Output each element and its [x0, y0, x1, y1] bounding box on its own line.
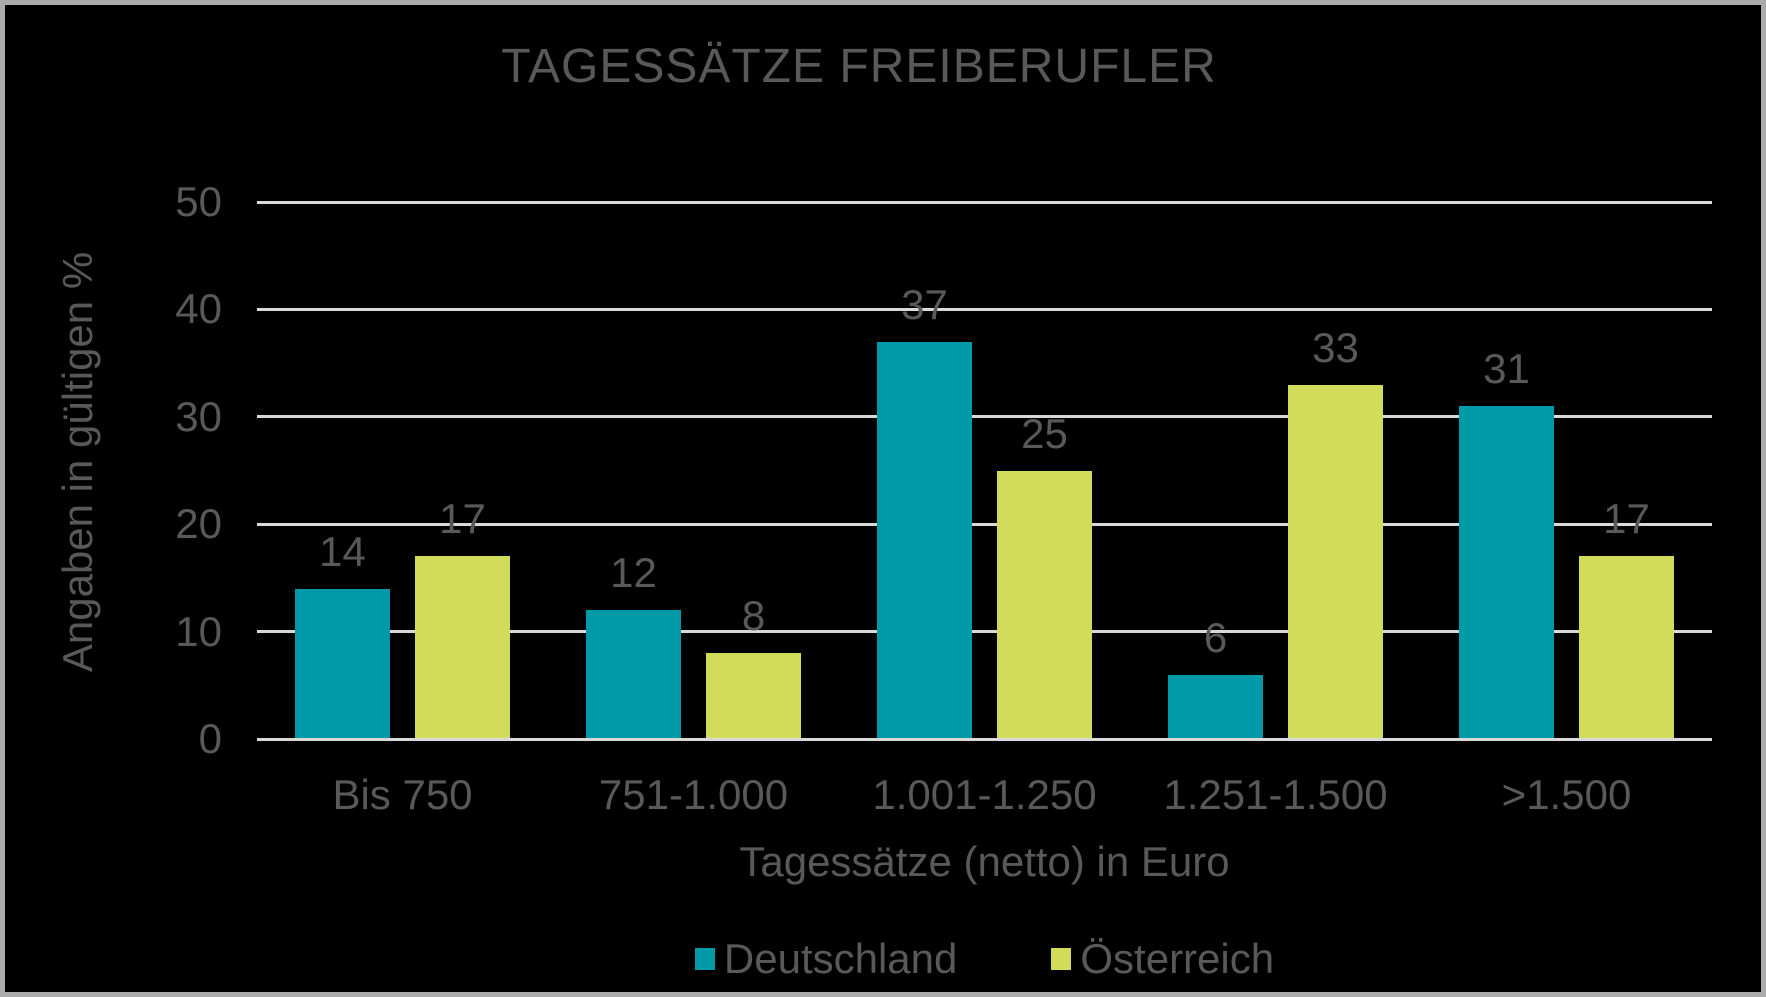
value-label-deutschland-1-251-1-500: 6 [1203, 613, 1228, 661]
y-tick-label-50: 50 [175, 178, 222, 225]
x-category-label-1-001-1-250: 1.001-1.250 [872, 771, 1097, 818]
y-tick-label-10: 10 [175, 607, 222, 655]
bar-deutschland-bis-750 [295, 588, 390, 739]
y-tick-label-0: 0 [198, 715, 222, 762]
value-label-sterreich-bis-750: 17 [439, 495, 486, 543]
value-label-deutschland-1-001-1-250: 37 [901, 280, 948, 328]
value-label-deutschland-1-500: 31 [1483, 345, 1530, 393]
chart-title: TAGESSÄTZE FREIBERUFLER [501, 40, 1217, 93]
gridline-20 [257, 522, 1712, 526]
x-category-label-bis-750: Bis 750 [332, 771, 473, 818]
gridline-40 [257, 307, 1712, 311]
x-category-label-1-251-1-500: 1.251-1.500 [1163, 771, 1388, 818]
y-tick-label-30: 30 [175, 392, 222, 440]
y-tick-label-20: 20 [175, 500, 222, 548]
legend-swatch-deutschland [694, 948, 715, 970]
value-label-deutschland-751-1-000: 12 [610, 549, 657, 597]
value-label-sterreich-1-500: 17 [1603, 495, 1650, 543]
value-label-deutschland-bis-750: 14 [319, 527, 366, 575]
bar-sterreich-751-1-000 [706, 653, 801, 739]
x-category-label-751-1-000: 751-1.000 [598, 771, 789, 818]
gridline-10 [257, 630, 1712, 634]
x-axis-line [257, 737, 1712, 741]
bar-sterreich-1-251-1-500 [1288, 384, 1383, 739]
y-tick-label-40: 40 [175, 285, 222, 333]
x-category-label-1-500: >1.500 [1501, 771, 1632, 818]
bar-sterreich-bis-750 [415, 556, 510, 739]
bar-deutschland-1-500 [1459, 406, 1554, 739]
bar-sterreich-1-500 [1579, 556, 1674, 739]
bar-deutschland-751-1-000 [586, 610, 681, 739]
value-label-sterreich-1-001-1-250: 25 [1021, 409, 1068, 457]
legend-swatch-sterreich [1051, 948, 1072, 970]
bar-deutschland-1-251-1-500 [1168, 674, 1263, 739]
bar-sterreich-1-001-1-250 [997, 470, 1092, 739]
x-axis-title: Tagessätze (netto) in Euro [739, 838, 1230, 885]
gridline-30 [257, 415, 1712, 419]
value-label-sterreich-1-251-1-500: 33 [1312, 323, 1359, 371]
legend-item-sterreich: Österreich [1051, 935, 1274, 983]
legend-label-sterreich: Österreich [1080, 935, 1275, 982]
legend: Deutschland Österreich [257, 935, 1712, 983]
value-label-sterreich-751-1-000: 8 [741, 592, 766, 640]
y-axis-title: Angaben in gültigen % [54, 251, 101, 673]
legend-item-deutschland: Deutschland [694, 935, 958, 983]
gridline-50 [257, 200, 1712, 204]
legend-label-deutschland: Deutschland [723, 935, 958, 982]
bar-deutschland-1-001-1-250 [877, 341, 972, 739]
